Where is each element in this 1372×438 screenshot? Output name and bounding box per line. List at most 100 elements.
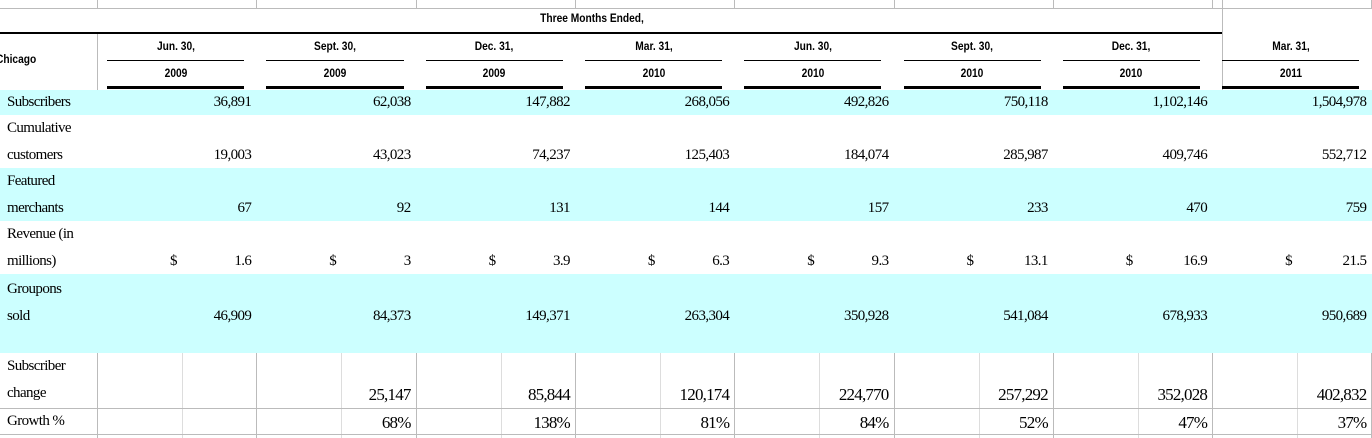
header-rule [744, 60, 882, 61]
cell-value: 19,003 [213, 147, 252, 163]
cell-value: 950,689 [1321, 308, 1367, 324]
grid-line [1212, 0, 1214, 8]
grid-line [500, 353, 502, 438]
grid-line [0, 408, 1372, 409]
column-date: Jun. 30, [156, 39, 195, 53]
grid-line [1297, 353, 1299, 438]
cell-value: 470 [1186, 200, 1208, 216]
cell-value: 1,102,146 [1152, 93, 1208, 110]
header-rule [107, 86, 245, 89]
grid-line [978, 353, 980, 438]
grid-line [893, 0, 895, 8]
column-year: 2010 [960, 66, 984, 80]
cell-value: 144 [708, 200, 730, 216]
cell-value: 352,028 [1157, 385, 1208, 404]
cell-value: 750,118 [1003, 93, 1049, 110]
grid-line [893, 353, 895, 438]
currency-symbol: $ [647, 253, 655, 269]
row-label: Subscriber [7, 358, 66, 374]
span-title: Three Months Ended, [540, 11, 644, 25]
row-band [0, 274, 1372, 353]
grid-line [415, 0, 417, 8]
cell-value: 85,844 [527, 385, 571, 404]
row-label: sold [7, 308, 30, 324]
column-date: Sept. 30, [313, 39, 356, 53]
cell-value: 84,373 [372, 308, 411, 324]
cell-value: 224,770 [838, 385, 889, 404]
currency-symbol: $ [329, 253, 337, 269]
column-date: Mar. 31, [634, 39, 673, 53]
cell-value: 402,832 [1316, 385, 1367, 404]
row-band [0, 168, 1372, 221]
header-rule [903, 60, 1041, 61]
currency-symbol: $ [488, 253, 496, 269]
column-date: Jun. 30, [793, 39, 832, 53]
grid-line [659, 353, 661, 438]
cell-value: 9.3 [871, 253, 890, 269]
column-year: 2010 [642, 66, 665, 80]
grid-line [1052, 0, 1054, 8]
header-rule [1222, 60, 1360, 61]
grid-line [734, 0, 736, 8]
cell-value: 268,056 [684, 93, 730, 110]
grid-line [1212, 353, 1214, 438]
column-date: Dec. 31, [1112, 39, 1151, 53]
row-label: change [7, 385, 46, 401]
cell-value: 257,292 [998, 385, 1048, 404]
column-date: Sept. 30, [951, 39, 994, 53]
cell-value: 1.6 [234, 253, 252, 269]
header-rule [903, 86, 1041, 89]
cell-value: 84% [859, 413, 890, 432]
cell-value: 52% [1019, 413, 1049, 432]
row-label: merchants [7, 200, 64, 216]
grid-line [182, 353, 183, 438]
currency-symbol: $ [966, 253, 974, 269]
header-rule [1062, 60, 1201, 61]
cell-value: 541,084 [1003, 308, 1048, 324]
cell-value: 47% [1178, 413, 1208, 432]
row-label: Growth % [7, 413, 65, 429]
grid-line [415, 353, 417, 438]
grid-line [97, 34, 98, 90]
cell-value: 25,147 [368, 385, 412, 404]
cell-value: 263,304 [684, 308, 730, 324]
cell-value: 233 [1027, 200, 1048, 216]
cell-value: 759 [1345, 200, 1367, 216]
cell-value: 3.9 [552, 253, 571, 269]
cell-value: 62,038 [372, 93, 411, 110]
cell-value: 92 [396, 200, 411, 216]
header-rule [107, 60, 245, 61]
column-date: Mar. 31, [1272, 39, 1310, 53]
header-rule [1062, 86, 1201, 89]
grid-line [0, 8, 1372, 9]
cell-value: 350,928 [843, 308, 889, 324]
currency-symbol: $ [1125, 253, 1133, 269]
column-year: 2009 [482, 66, 506, 80]
currency-symbol: $ [1285, 253, 1292, 269]
cell-value: 74,237 [532, 147, 570, 163]
cell-value: 3 [403, 253, 411, 269]
cell-value: 81% [700, 413, 730, 432]
currency-symbol: $ [807, 253, 815, 269]
grid-line [341, 353, 343, 438]
header-rule [266, 86, 404, 89]
row-label: customers [7, 147, 63, 163]
column-year: 2010 [801, 66, 825, 80]
cell-value: 1,504,978 [1311, 93, 1367, 110]
cell-value: 552,712 [1321, 147, 1367, 163]
grid-line [1222, 0, 1223, 90]
cell-value: 138% [533, 413, 570, 432]
cell-value: 409,746 [1162, 147, 1208, 163]
header-rule [1222, 86, 1360, 89]
cell-value: 21.5 [1342, 253, 1367, 269]
column-year: 2011 [1279, 66, 1302, 80]
header-rule [425, 60, 563, 61]
row-label: millions) [7, 253, 56, 269]
header-rule [584, 60, 723, 61]
header-rule [425, 86, 563, 89]
cell-value: 149,371 [525, 308, 570, 324]
header-rule [744, 86, 882, 89]
row-label: Subscribers [7, 93, 71, 110]
row-band [0, 90, 1372, 115]
cell-value: 492,826 [843, 93, 889, 110]
